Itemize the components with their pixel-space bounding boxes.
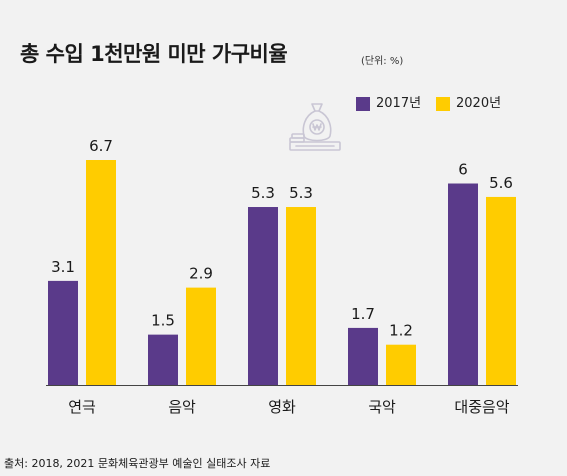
legend-swatch-2020 <box>436 97 450 111</box>
category-label-1: 음악 <box>168 398 196 416</box>
data-label-1-2: 5.3 <box>289 184 313 202</box>
bar-1-1 <box>186 287 216 385</box>
bar-0-0 <box>48 280 78 385</box>
category-label-4: 대중음악 <box>454 398 509 416</box>
data-label-1-3: 1.2 <box>389 322 413 340</box>
money-bag-icon <box>289 103 341 151</box>
data-label-0-1: 1.5 <box>151 312 175 330</box>
bar-0-4 <box>448 183 478 385</box>
category-label-0: 연극 <box>68 398 96 416</box>
data-label-0-3: 1.7 <box>351 305 375 323</box>
data-label-1-4: 5.6 <box>489 174 513 192</box>
bar-0-2 <box>248 207 278 385</box>
bar-1-0 <box>86 160 116 385</box>
unit-label: (단위: %) <box>361 56 404 67</box>
legend-swatch-2017 <box>356 97 370 111</box>
bar-0-1 <box>148 334 178 385</box>
source-note: 출처: 2018, 2021 문화체육관광부 예술인 실태조사 자료 <box>4 457 271 470</box>
data-label-1-0: 6.7 <box>89 137 113 155</box>
legend-label-2020: 2020년 <box>456 96 502 111</box>
data-label-0-2: 5.3 <box>251 184 275 202</box>
category-label-3: 국악 <box>368 398 396 416</box>
bar-1-3 <box>386 344 416 385</box>
data-label-0-0: 3.1 <box>51 258 75 276</box>
bar-0-3 <box>348 327 378 385</box>
bar-1-2 <box>286 207 316 385</box>
data-label-0-4: 6 <box>458 161 468 179</box>
category-label-2: 영화 <box>268 398 296 416</box>
data-label-1-1: 2.9 <box>189 265 213 283</box>
bar-1-4 <box>486 196 516 385</box>
chart-title: 총 수입 1천만원 미만 가구비율 <box>20 42 288 66</box>
legend-label-2017: 2017년 <box>376 96 422 111</box>
